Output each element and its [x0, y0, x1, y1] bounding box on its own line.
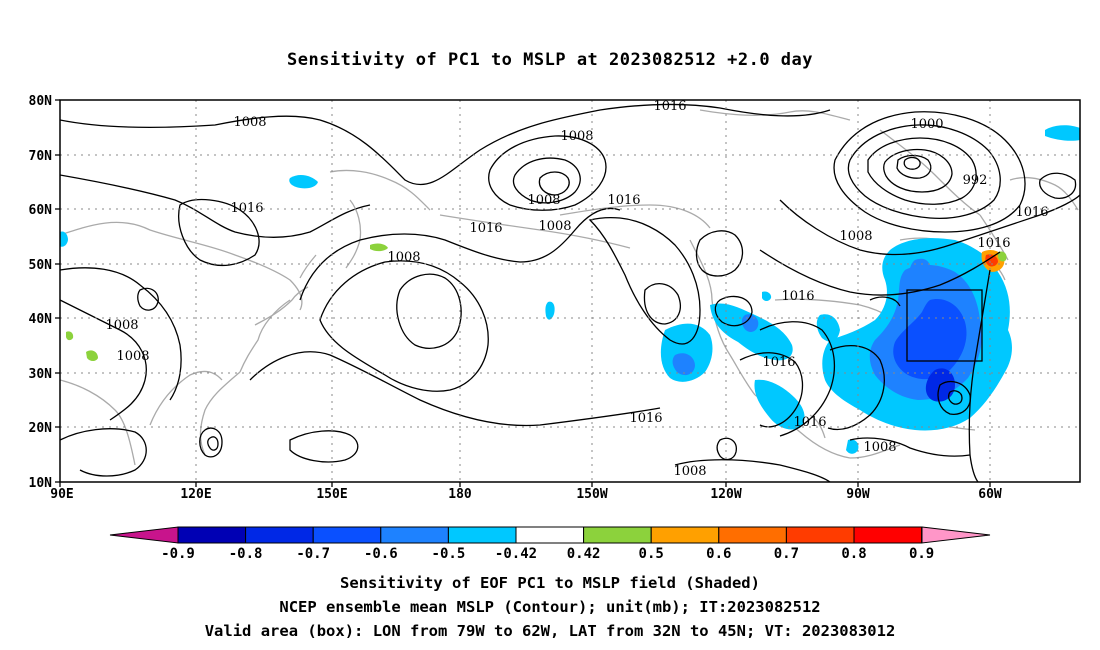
contour-label: 1008 — [839, 229, 872, 244]
colorbar-label: -0.5 — [432, 546, 466, 562]
plot-frame — [59, 99, 1081, 483]
contour-label: 1008 — [863, 440, 896, 455]
contour-label: 1016 — [230, 201, 263, 216]
colorbar-high-arrow — [921, 526, 991, 544]
colorbar-label: 0.42 — [567, 546, 601, 562]
colorbar-box — [515, 526, 585, 544]
lon-label: 60W — [978, 487, 1002, 502]
colorbar-low-arrow — [109, 526, 179, 544]
contour-label: 1008 — [233, 115, 266, 130]
longitude-labels: 90E 120E 150E 180 150W 120W 90W 60W — [50, 487, 1002, 502]
colorbar-label: 0.5 — [639, 546, 664, 562]
lon-label: 150E — [316, 487, 347, 502]
colorbar-label: -0.9 — [161, 546, 195, 562]
contour-label: 1016 — [762, 355, 795, 370]
contour-label: 1016 — [469, 221, 502, 236]
lat-label: 10N — [29, 476, 53, 491]
colorbar-box — [853, 526, 923, 544]
colorbar-box — [447, 526, 517, 544]
colorbar-label: -0.6 — [364, 546, 398, 562]
lat-label: 80N — [29, 94, 53, 109]
lon-label: 120E — [180, 487, 211, 502]
gridlines — [60, 100, 1080, 482]
caption-valid-area: Valid area (box): LON from 79W to 62W, L… — [204, 622, 896, 640]
colorbar-label: 0.8 — [841, 546, 866, 562]
colorbar-box — [380, 526, 449, 544]
lon-label: 90E — [50, 487, 73, 502]
map-title: Sensitivity of PC1 to MSLP at 2023082512… — [286, 50, 813, 70]
lat-label: 40N — [29, 312, 53, 327]
colorbar-label: 0.7 — [774, 546, 799, 562]
contour-label: 1008 — [673, 464, 706, 479]
contour-label: 1016 — [629, 411, 662, 426]
mslp-contours — [60, 103, 1080, 482]
contour-label: 1008 — [560, 129, 593, 144]
plot-area: 1016 1008 1008 1016 1008 1008 1008 1008 … — [29, 94, 1081, 502]
contour-labels: 1016 1008 1008 1016 1008 1008 1008 1008 … — [105, 99, 1048, 479]
contour-label: 992 — [963, 173, 988, 188]
contour-label: 1008 — [387, 250, 420, 265]
contour-label: 1008 — [105, 318, 138, 333]
lon-label: 150W — [576, 487, 607, 502]
colorbar-box — [177, 526, 247, 544]
lat-label: 50N — [29, 258, 53, 273]
colorbar-box — [583, 526, 652, 544]
colorbar-label: -0.42 — [495, 546, 537, 562]
lat-label: 30N — [29, 367, 53, 382]
contour-label: 1000 — [910, 117, 943, 132]
colorbar-box — [245, 526, 314, 544]
axis-ticks — [55, 99, 991, 487]
contour-label: 1016 — [793, 415, 826, 430]
colorbar-box — [785, 526, 855, 544]
contour-label: 1016 — [977, 236, 1010, 251]
colorbar-label: -0.8 — [229, 546, 263, 562]
valid-area-box — [906, 289, 983, 362]
contour-label: 1016 — [1015, 205, 1048, 220]
colorbar-box — [312, 526, 382, 544]
latitude-labels: 80N 70N 60N 50N 40N 30N 20N 10N — [29, 94, 53, 491]
lat-label: 20N — [29, 421, 53, 436]
lon-label: 90W — [846, 487, 870, 502]
contour-label: 1008 — [116, 349, 149, 364]
contour-label: 1016 — [607, 193, 640, 208]
caption-contour: NCEP ensemble mean MSLP (Contour); unit(… — [279, 598, 821, 616]
colorbar-box — [718, 526, 787, 544]
lat-label: 70N — [29, 149, 53, 164]
contour-label: 1008 — [527, 193, 560, 208]
contour-label: 1016 — [781, 289, 814, 304]
sensitivity-shading — [60, 125, 1080, 454]
lon-label: 120W — [710, 487, 741, 502]
colorbar: -0.9 -0.8 -0.7 -0.6 -0.5 -0.42 0.42 0.5 0.6 0.7 0.… — [109, 526, 991, 562]
caption-shading: Sensitivity of EOF PC1 to MSLP field (Sh… — [340, 574, 760, 592]
colorbar-label: 0.9 — [909, 546, 934, 562]
colorbar-label: -0.7 — [296, 546, 330, 562]
lat-label: 60N — [29, 203, 53, 218]
lon-label: 180 — [448, 487, 472, 502]
colorbar-box — [650, 526, 720, 544]
contour-label: 1008 — [538, 219, 571, 234]
colorbar-label: 0.6 — [706, 546, 731, 562]
contour-label: 1016 — [653, 99, 686, 114]
